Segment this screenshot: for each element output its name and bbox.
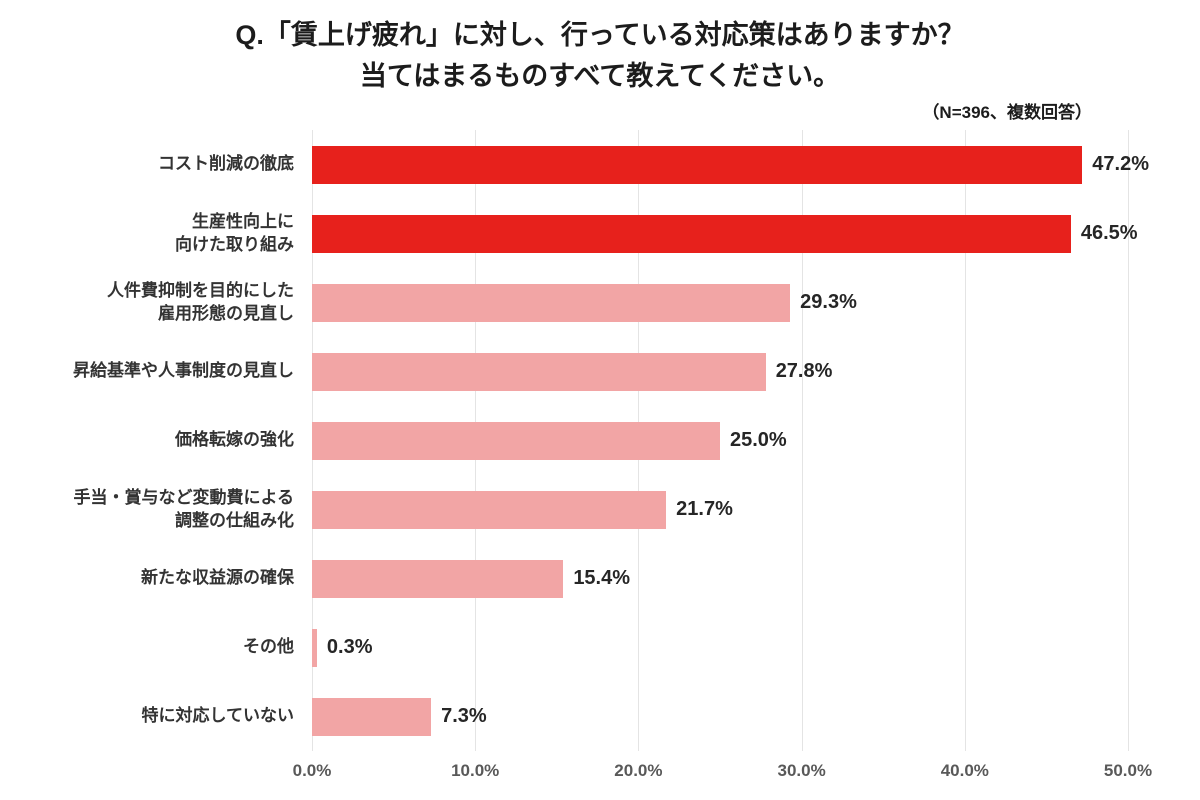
chart-row: 特に対応していない 7.3% bbox=[16, 682, 1200, 751]
bar-track: 21.7% bbox=[312, 490, 1128, 529]
value-label: 27.8% bbox=[775, 360, 833, 382]
bar-track: 7.3% bbox=[312, 697, 1128, 736]
chart-row: 価格転嫁の強化 25.0% bbox=[16, 406, 1200, 475]
chart-row: 生産性向上に 向けた取り組み 46.5% bbox=[16, 199, 1200, 268]
chart-rows: コスト削減の徹底 47.2% 生産性向上に 向けた取り組み 46.5% 人件費抑制を目的… bbox=[16, 130, 1200, 751]
category-label: コスト削減の徹底 bbox=[158, 154, 294, 174]
chart-row: その他 0.3% bbox=[16, 613, 1200, 682]
chart-row: コスト削減の徹底 47.2% bbox=[16, 130, 1200, 199]
bar bbox=[312, 214, 1071, 253]
gridline bbox=[964, 130, 966, 751]
category-label: 手当・賞与など変動費による 調整の仕組み化 bbox=[73, 487, 295, 530]
chart-header: Q.「賃上げ疲れ」に対し、行っている対応策はありますか？ 当てはまるものすべて教… bbox=[0, 0, 1200, 123]
x-tick-label: 30.0% bbox=[777, 761, 826, 780]
title-line-2: 当てはまるものすべて教えてください。 bbox=[359, 60, 841, 91]
bar bbox=[312, 421, 720, 460]
bar-track: 15.4% bbox=[312, 559, 1128, 598]
bar-track: 25.0% bbox=[312, 421, 1128, 460]
x-axis: 0.0% 10.0% 20.0% 30.0% 40.0% 50.0% bbox=[293, 751, 1152, 785]
value-label: 15.4% bbox=[573, 567, 631, 589]
bar-track: 0.3% bbox=[312, 628, 1128, 667]
value-label: 46.5% bbox=[1080, 222, 1138, 244]
category-label: 生産性向上に 向けた取り組み bbox=[175, 211, 294, 254]
bar bbox=[312, 352, 766, 391]
gridline bbox=[1128, 130, 1129, 751]
x-tick-label: 0.0% bbox=[292, 761, 332, 780]
plot-area: コスト削減の徹底 47.2% 生産性向上に 向けた取り組み 46.5% 人件費抑制を目的… bbox=[16, 130, 1200, 751]
category-label: 価格転嫁の強化 bbox=[175, 430, 294, 450]
chart-row: 人件費抑制を目的にした 雇用形態の見直し 29.3% bbox=[16, 268, 1200, 337]
bar bbox=[312, 145, 1083, 184]
value-label: 7.3% bbox=[441, 705, 487, 727]
value-label: 21.7% bbox=[676, 498, 733, 520]
bar-track: 29.3% bbox=[312, 283, 1128, 322]
bar-chart: コスト削減の徹底 47.2% 生産性向上に 向けた取り組み 46.5% 人件費抑制を目的… bbox=[16, 130, 1200, 785]
x-tick-label: 50.0% bbox=[1103, 761, 1153, 780]
category-label: その他 bbox=[243, 637, 294, 657]
bar bbox=[312, 490, 667, 529]
x-tick-label: 40.0% bbox=[940, 761, 989, 780]
value-label: 25.0% bbox=[730, 429, 787, 451]
chart-title: Q.「賃上げ疲れ」に対し、行っている対応策はありますか？ 当てはまるものすべて教… bbox=[0, 15, 1200, 96]
sample-size-note: （N=396、複数回答） bbox=[922, 103, 1092, 122]
x-tick-label: 20.0% bbox=[614, 761, 663, 780]
gridline bbox=[801, 130, 803, 751]
bar-track: 46.5% bbox=[312, 214, 1138, 253]
category-label: 特に対応していない bbox=[141, 706, 295, 726]
value-label: 29.3% bbox=[800, 291, 857, 313]
bar bbox=[312, 559, 564, 598]
bar-track: 47.2% bbox=[312, 145, 1149, 184]
bar-track: 27.8% bbox=[312, 352, 1128, 391]
title-line-1: Q.「賃上げ疲れ」に対し、行っている対応策はありますか？ bbox=[235, 20, 965, 50]
chart-row: 昇給基準や人事制度の見直し 27.8% bbox=[16, 337, 1200, 406]
value-label: 47.2% bbox=[1092, 153, 1150, 175]
x-tick-label: 10.0% bbox=[451, 761, 500, 780]
category-label: 人件費抑制を目的にした 雇用形態の見直し bbox=[107, 280, 294, 323]
value-label: 0.3% bbox=[326, 636, 373, 658]
bar bbox=[312, 283, 791, 322]
chart-row: 手当・賞与など変動費による 調整の仕組み化 21.7% bbox=[16, 475, 1200, 544]
category-label: 新たな収益源の確保 bbox=[141, 568, 294, 588]
category-label: 昇給基準や人事制度の見直し bbox=[73, 361, 294, 381]
bar bbox=[312, 697, 432, 736]
chart-row: 新たな収益源の確保 15.4% bbox=[16, 544, 1200, 613]
bar bbox=[312, 628, 317, 667]
